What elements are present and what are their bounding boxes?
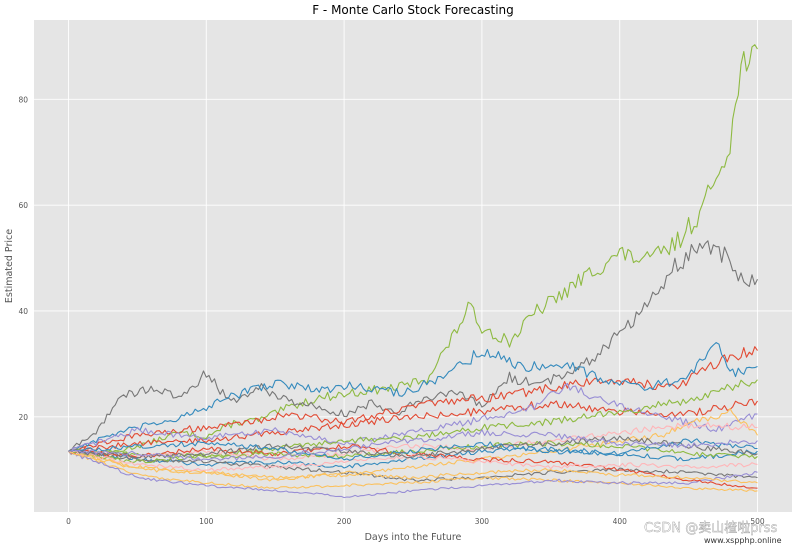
series-line (68, 450, 758, 484)
series-line (68, 429, 758, 461)
x-tick-label: 300 (475, 517, 490, 526)
watermark-site: www.xspphp.online (704, 536, 782, 545)
series-line (68, 44, 758, 458)
series-lines (68, 44, 758, 499)
y-tick-label: 60 (18, 201, 28, 210)
y-tick-label: 40 (18, 307, 28, 316)
series-line (68, 438, 758, 461)
y-tick-labels: 20 40 60 80 (18, 95, 28, 421)
series-line (68, 450, 758, 472)
series-line (68, 342, 758, 452)
series-line (68, 408, 758, 480)
series-line (68, 398, 758, 453)
y-axis-label: Estimated Price (4, 229, 15, 303)
series-line (68, 346, 758, 453)
x-tick-label: 500 (750, 517, 765, 526)
y-tick-label: 20 (18, 413, 28, 422)
y-tick-label: 80 (18, 95, 28, 104)
series-line (68, 435, 758, 459)
x-tick-label: 0 (66, 517, 71, 526)
plot-area (34, 20, 792, 512)
series-line (68, 440, 758, 464)
series-line (68, 421, 758, 461)
watermark-brand: CSDN @卖山楂啦prss (644, 521, 778, 536)
x-tick-label: 200 (337, 517, 352, 526)
series-line (68, 450, 758, 492)
series-line (68, 444, 758, 489)
x-tick-label: 400 (613, 517, 628, 526)
x-tick-label: 100 (199, 517, 214, 526)
series-line (68, 450, 758, 499)
series-line (68, 446, 758, 469)
x-axis-label: Days into the Future (365, 532, 462, 543)
x-tick-labels: 0 100 200 300 400 500 (66, 517, 765, 526)
series-line (68, 382, 758, 452)
chart-title: F - Monte Carlo Stock Forecasting (312, 3, 514, 17)
